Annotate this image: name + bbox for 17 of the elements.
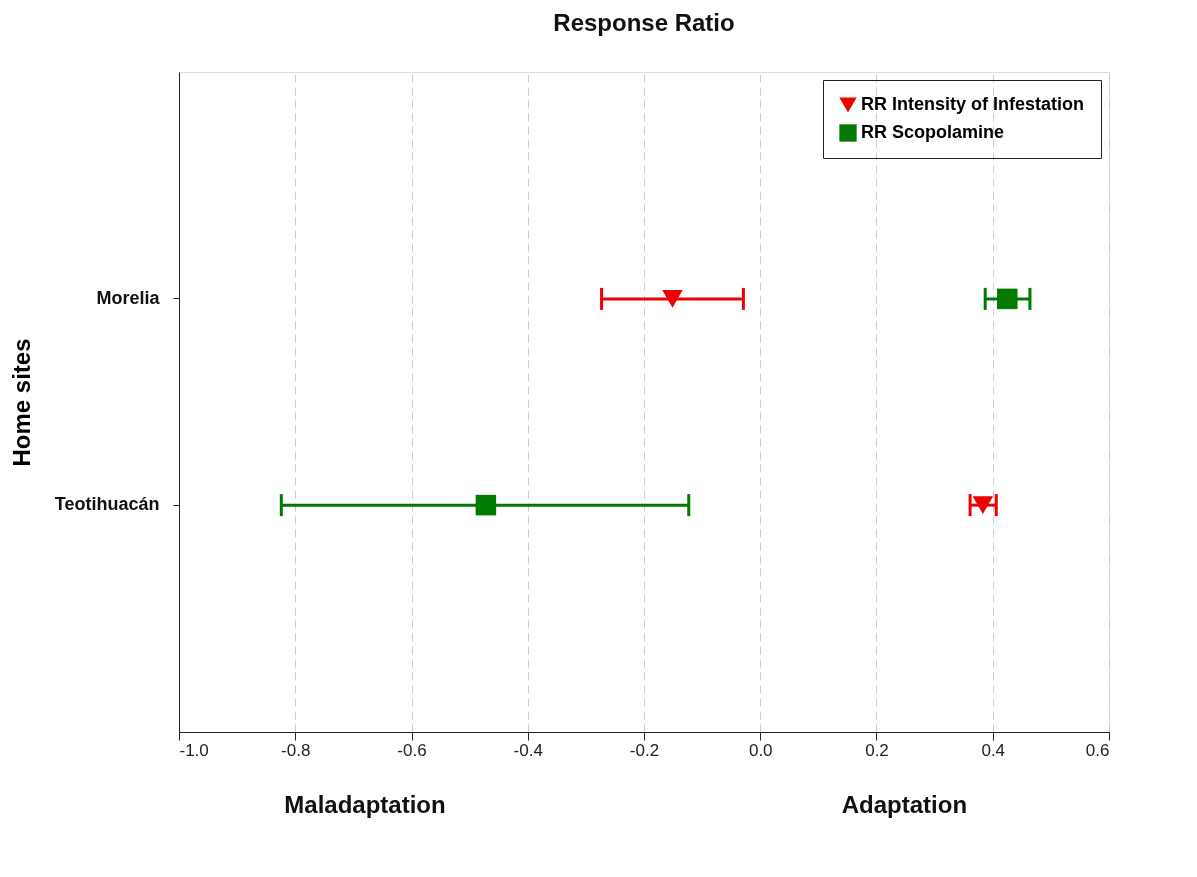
text: Adaptation — [841, 791, 968, 818]
x-tick-label: 0.0 — [748, 740, 773, 760]
x-tick-label: 0.2 — [865, 740, 889, 760]
x-tick-label: -0.6 — [397, 740, 427, 760]
x-tick-label: 0.6 — [1085, 740, 1110, 760]
legend-label: RR Scopolamine — [861, 122, 1005, 142]
x-tick-label: -1.0 — [179, 740, 209, 760]
x-tick-label: -0.4 — [513, 740, 543, 760]
y-tick-label: Teotihuacán — [54, 494, 160, 515]
legend-label: RR Intensity of Infestation — [861, 94, 1085, 114]
x-tick-label: -0.2 — [629, 740, 660, 760]
text: Maladaptation — [284, 791, 446, 818]
chart-title: Response Ratio — [553, 9, 735, 36]
y-axis-title: Home sites — [7, 338, 35, 467]
x-tick-label: -0.8 — [281, 740, 311, 760]
y-tick-label: Morelia — [96, 287, 161, 308]
x-tick-label: 0.4 — [981, 740, 1006, 760]
